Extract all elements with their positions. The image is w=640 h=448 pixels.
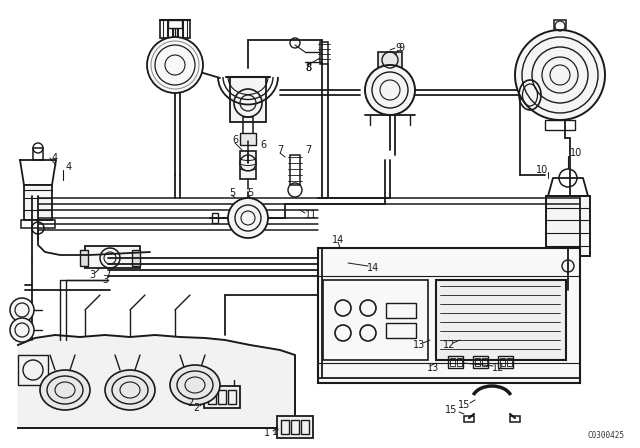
Circle shape bbox=[515, 30, 605, 120]
Text: 5: 5 bbox=[229, 188, 235, 198]
Text: 5: 5 bbox=[247, 188, 253, 198]
Text: 8: 8 bbox=[305, 63, 311, 73]
Bar bbox=[178, 20, 182, 38]
Bar bbox=[475, 358, 480, 366]
Bar bbox=[168, 20, 182, 28]
Text: 4: 4 bbox=[52, 153, 58, 163]
Bar bbox=[212, 213, 218, 223]
Text: 10: 10 bbox=[536, 165, 548, 175]
Text: 1: 1 bbox=[272, 427, 278, 437]
Bar bbox=[277, 416, 313, 438]
Bar bbox=[290, 155, 300, 185]
Text: 7: 7 bbox=[305, 145, 311, 155]
Text: 15: 15 bbox=[458, 400, 470, 410]
Circle shape bbox=[147, 37, 203, 93]
Text: 14: 14 bbox=[367, 263, 379, 273]
Bar bbox=[80, 250, 88, 266]
Text: 12: 12 bbox=[443, 340, 455, 350]
Bar bbox=[498, 356, 513, 368]
Text: 3: 3 bbox=[89, 270, 95, 280]
Bar bbox=[183, 20, 187, 38]
Bar bbox=[386, 303, 416, 318]
Text: 9: 9 bbox=[398, 43, 404, 53]
Bar bbox=[507, 358, 512, 366]
Text: 12: 12 bbox=[492, 363, 504, 373]
Text: 2: 2 bbox=[194, 403, 200, 413]
Bar bbox=[173, 20, 177, 38]
Bar bbox=[386, 323, 416, 338]
Bar bbox=[240, 151, 256, 179]
Ellipse shape bbox=[105, 370, 155, 410]
Text: 6: 6 bbox=[260, 140, 266, 150]
Polygon shape bbox=[18, 335, 295, 428]
Bar bbox=[320, 42, 328, 64]
Bar bbox=[243, 117, 253, 137]
Bar bbox=[281, 420, 289, 434]
Bar bbox=[473, 356, 488, 368]
Bar bbox=[464, 416, 474, 422]
Circle shape bbox=[365, 65, 415, 115]
Circle shape bbox=[228, 198, 268, 238]
Ellipse shape bbox=[40, 370, 90, 410]
Bar bbox=[558, 256, 578, 266]
Circle shape bbox=[10, 298, 34, 322]
Bar bbox=[378, 52, 402, 68]
Text: 15: 15 bbox=[445, 405, 457, 415]
Bar bbox=[230, 77, 266, 122]
Bar bbox=[168, 20, 172, 38]
Text: 6: 6 bbox=[232, 135, 238, 145]
Bar bbox=[545, 120, 575, 130]
Bar bbox=[18, 355, 48, 385]
Bar bbox=[132, 250, 140, 266]
Circle shape bbox=[10, 318, 34, 342]
Bar bbox=[448, 356, 463, 368]
Bar bbox=[450, 358, 455, 366]
Bar bbox=[318, 248, 580, 383]
Bar bbox=[204, 386, 240, 408]
Ellipse shape bbox=[170, 365, 220, 405]
Bar bbox=[21, 220, 55, 228]
Bar bbox=[554, 20, 566, 32]
Bar bbox=[436, 280, 566, 360]
Bar bbox=[33, 148, 43, 160]
Bar bbox=[85, 246, 140, 268]
Text: 13: 13 bbox=[427, 363, 439, 373]
Bar bbox=[510, 416, 520, 422]
Bar bbox=[500, 358, 505, 366]
Bar bbox=[301, 420, 309, 434]
Bar bbox=[228, 390, 236, 404]
Text: 2: 2 bbox=[188, 398, 194, 408]
Text: 9: 9 bbox=[395, 43, 401, 53]
Text: 8: 8 bbox=[305, 63, 311, 73]
Bar bbox=[163, 20, 167, 38]
Bar bbox=[291, 420, 299, 434]
Bar bbox=[482, 358, 487, 366]
Bar bbox=[546, 196, 590, 256]
Bar bbox=[457, 358, 462, 366]
Text: 13: 13 bbox=[413, 340, 425, 350]
Bar bbox=[240, 133, 256, 145]
Bar bbox=[208, 390, 216, 404]
Text: 14: 14 bbox=[332, 235, 344, 245]
Text: 3: 3 bbox=[102, 275, 108, 285]
Text: 7: 7 bbox=[277, 145, 283, 155]
Text: C0300425: C0300425 bbox=[588, 431, 625, 440]
Text: 11: 11 bbox=[305, 210, 317, 220]
Text: 4: 4 bbox=[66, 162, 72, 172]
Bar bbox=[323, 280, 428, 360]
Text: 10: 10 bbox=[570, 148, 582, 158]
Bar bbox=[160, 20, 190, 38]
Bar bbox=[218, 390, 226, 404]
Bar bbox=[24, 185, 52, 220]
Text: 1: 1 bbox=[264, 428, 270, 438]
